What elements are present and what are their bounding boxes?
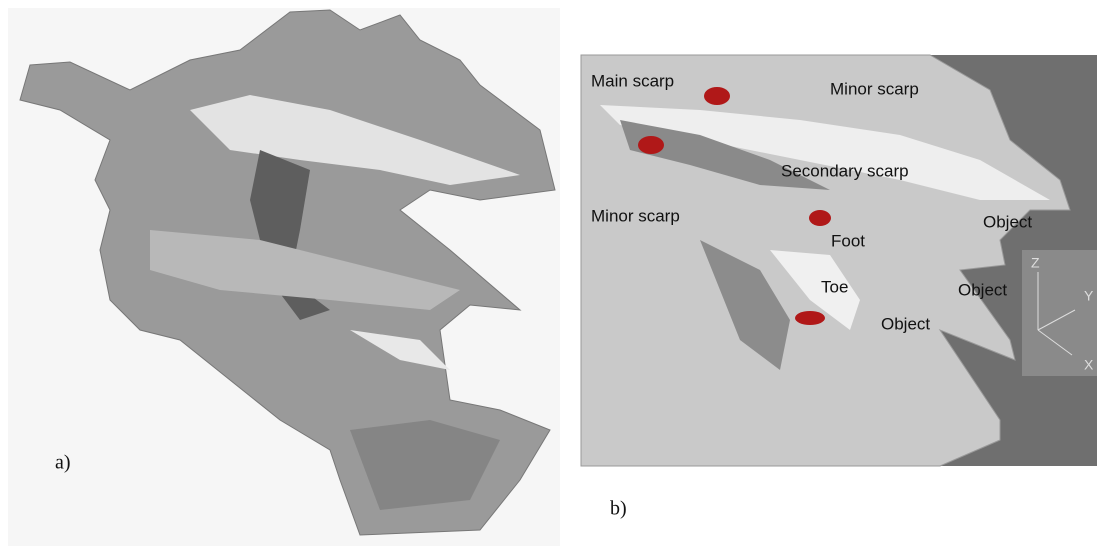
marker	[638, 136, 664, 154]
panel-label: a)	[55, 452, 71, 474]
figure: a) Main scarp Minor scarp Secondary scar…	[0, 0, 1104, 549]
marker	[809, 210, 831, 226]
annotation: Object	[983, 212, 1032, 231]
axis-widget: Z Y X	[1022, 250, 1097, 376]
annotation: Toe	[821, 277, 848, 296]
marker	[795, 311, 825, 325]
axis-label: X	[1084, 357, 1094, 373]
marker	[704, 87, 730, 105]
annotation: Main scarp	[591, 71, 674, 90]
annotation: Foot	[831, 231, 865, 250]
panel-b: Main scarp Minor scarp Secondary scarp M…	[581, 55, 1097, 520]
axis-label: Y	[1084, 288, 1094, 304]
annotation: Minor scarp	[830, 79, 919, 98]
annotation: Minor scarp	[591, 206, 680, 225]
panel-a: a)	[8, 8, 560, 546]
panel-label: b)	[610, 498, 627, 520]
annotation: Object	[881, 314, 930, 333]
annotation: Secondary scarp	[781, 161, 909, 180]
annotation: Object	[958, 280, 1007, 299]
axis-label: Z	[1031, 255, 1040, 271]
